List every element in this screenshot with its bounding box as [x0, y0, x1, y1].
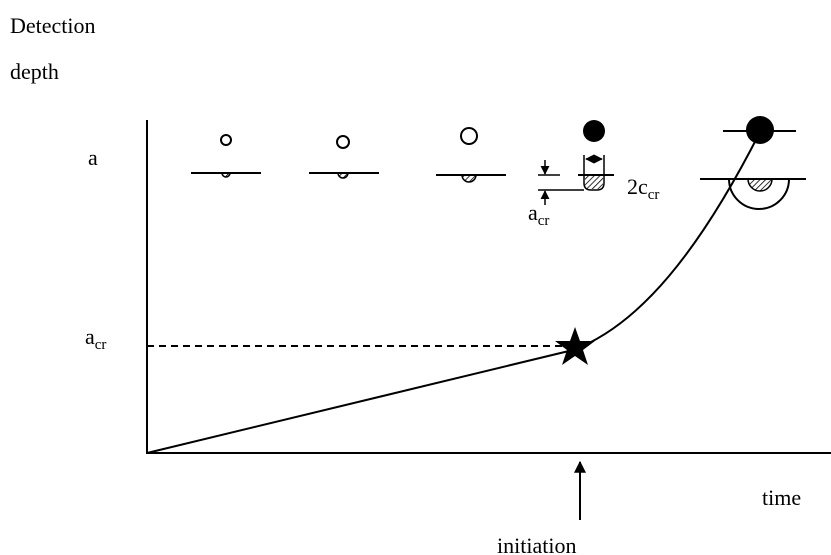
defects	[191, 116, 806, 210]
y-label-2: depth	[10, 59, 59, 84]
initiation-label: initiation	[497, 533, 576, 555]
axes	[146, 120, 831, 454]
width-label: 2ccr	[627, 174, 659, 203]
a-label: a	[88, 145, 98, 170]
x-label: time	[762, 485, 801, 510]
acr-dim-label: acr	[528, 200, 549, 229]
star	[555, 327, 595, 365]
y-label-1: Detection	[10, 13, 96, 38]
growth-curve	[146, 131, 761, 454]
acr-label: acr	[85, 324, 106, 353]
